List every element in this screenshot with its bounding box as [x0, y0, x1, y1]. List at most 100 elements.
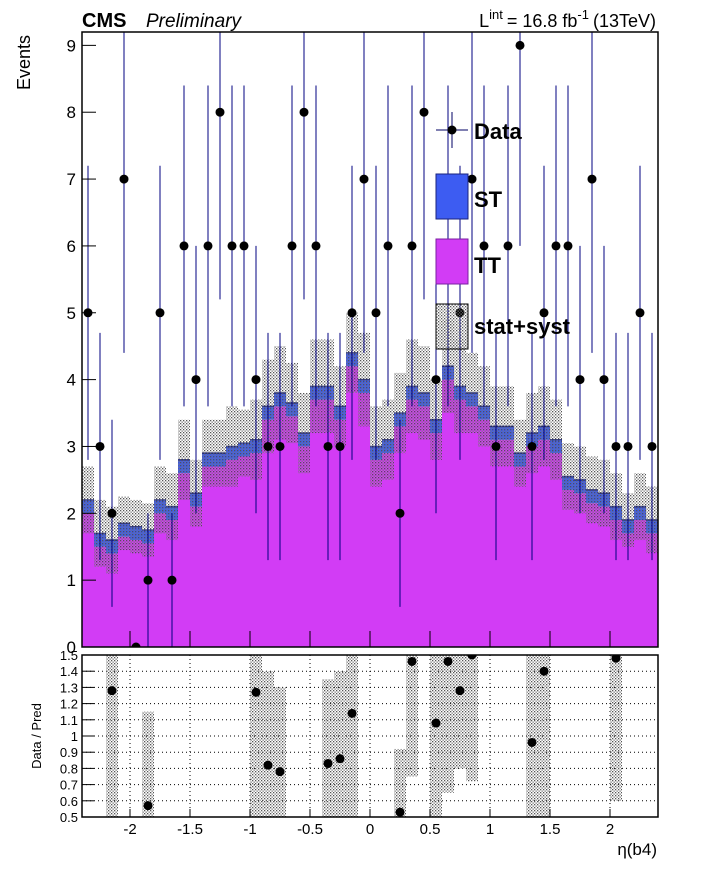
uncertainty-band [634, 473, 646, 541]
y-axis-label: Events [14, 35, 34, 90]
y-tick-label: 5 [67, 304, 76, 323]
uncertainty-band [418, 346, 430, 440]
uncertainty-band [514, 419, 526, 487]
stack-segment [442, 379, 454, 647]
x-axis-label: η(b4) [617, 840, 657, 859]
data-point [95, 441, 105, 451]
stack-segment [118, 536, 130, 647]
ratio-point [251, 687, 261, 697]
stack-segment [406, 399, 418, 647]
y-tick-label: 4 [67, 371, 76, 390]
ratio-point [611, 655, 621, 663]
chart-subtitle: Preliminary [146, 11, 243, 32]
data-point [215, 107, 225, 117]
data-point [167, 575, 177, 585]
ratio-point [539, 666, 549, 676]
stack-segment [190, 506, 202, 647]
ratio-y-axis-label: Data / Pred [29, 703, 44, 769]
y-tick-label: 1.4 [60, 664, 78, 679]
uncertainty-band [382, 399, 394, 480]
ratio-band [454, 655, 466, 769]
stack-segment [214, 466, 226, 647]
data-point [239, 241, 249, 251]
data-point [107, 508, 117, 518]
data-point [347, 308, 357, 318]
data-point [467, 174, 477, 184]
y-tick-label: 1.3 [60, 680, 78, 695]
stack-segment [238, 456, 250, 647]
x-tick-label: -1 [243, 821, 256, 838]
y-tick-label: 6 [67, 237, 76, 256]
stack-segment [538, 439, 550, 647]
uncertainty-band [214, 419, 226, 487]
stack-segment [514, 466, 526, 647]
lumi-part: int [489, 7, 503, 22]
data-point [251, 375, 261, 385]
y-tick-label: 8 [67, 103, 76, 122]
data-point [275, 441, 285, 451]
uncertainty-band [586, 456, 598, 524]
data-point [311, 241, 321, 251]
x-tick-label: 2 [606, 821, 614, 838]
data-point [179, 241, 189, 251]
legend: Data ST TT stat+syst [435, 112, 571, 350]
y-tick-label: 1 [67, 571, 76, 590]
ratio-point [347, 708, 357, 718]
x-tick-label: 0.5 [420, 821, 441, 838]
stack-segment [370, 459, 382, 647]
stack-segment [634, 519, 646, 647]
data-point [635, 308, 645, 318]
stack-segment [286, 416, 298, 647]
data-point [419, 107, 429, 117]
ratio-band [106, 655, 118, 817]
legend-marker [447, 125, 457, 135]
uncertainty-band [298, 392, 310, 474]
ratio-band [526, 655, 538, 817]
data-point [323, 441, 333, 451]
legend-swatch [435, 238, 469, 285]
data-point [611, 441, 621, 451]
uncertainty-band [550, 399, 562, 480]
y-tick-label: 0.9 [60, 745, 78, 760]
ratio-band [406, 655, 418, 777]
lumi-part: L [479, 11, 489, 31]
y-tick-label: 1.5 [60, 648, 78, 663]
data-point [155, 308, 165, 318]
uncertainty-band [166, 473, 178, 541]
data-point [143, 575, 153, 585]
data-point [359, 174, 369, 184]
data-point [395, 508, 405, 518]
y-tick-label: 1.1 [60, 713, 78, 728]
ratio-point [107, 686, 117, 696]
stack-segment [202, 466, 214, 647]
x-tick-label: -0.5 [297, 821, 323, 838]
data-point [203, 241, 213, 251]
lumi-part: (13TeV) [593, 11, 656, 31]
legend-label: stat+syst [474, 314, 571, 339]
stack-segment [550, 453, 562, 647]
y-tick-label: 1.2 [60, 697, 78, 712]
uncertainty-band [130, 499, 142, 554]
uncertainty-band [154, 466, 166, 534]
data-point [623, 441, 633, 451]
legend-swatch [435, 173, 469, 220]
uncertainty-band [238, 409, 250, 477]
stack-segment [430, 433, 442, 647]
uncertainty-band [394, 372, 406, 454]
y-tick-label: 7 [67, 170, 76, 189]
data-point [479, 241, 489, 251]
y-tick-label: 1 [71, 729, 78, 744]
y-tick-label: 0.5 [60, 810, 78, 825]
ratio-point [407, 656, 417, 666]
ratio-point [467, 655, 477, 660]
data-point [551, 241, 561, 251]
uncertainty-band [82, 466, 94, 534]
stack-segment [454, 399, 466, 647]
ratio-point [335, 754, 345, 764]
uncertainty-band [358, 332, 370, 427]
ratio-band [610, 655, 622, 801]
stack-segment [250, 453, 262, 647]
y-tick-label: 0.8 [60, 761, 78, 776]
ratio-point [455, 686, 465, 696]
data-point [503, 241, 513, 251]
